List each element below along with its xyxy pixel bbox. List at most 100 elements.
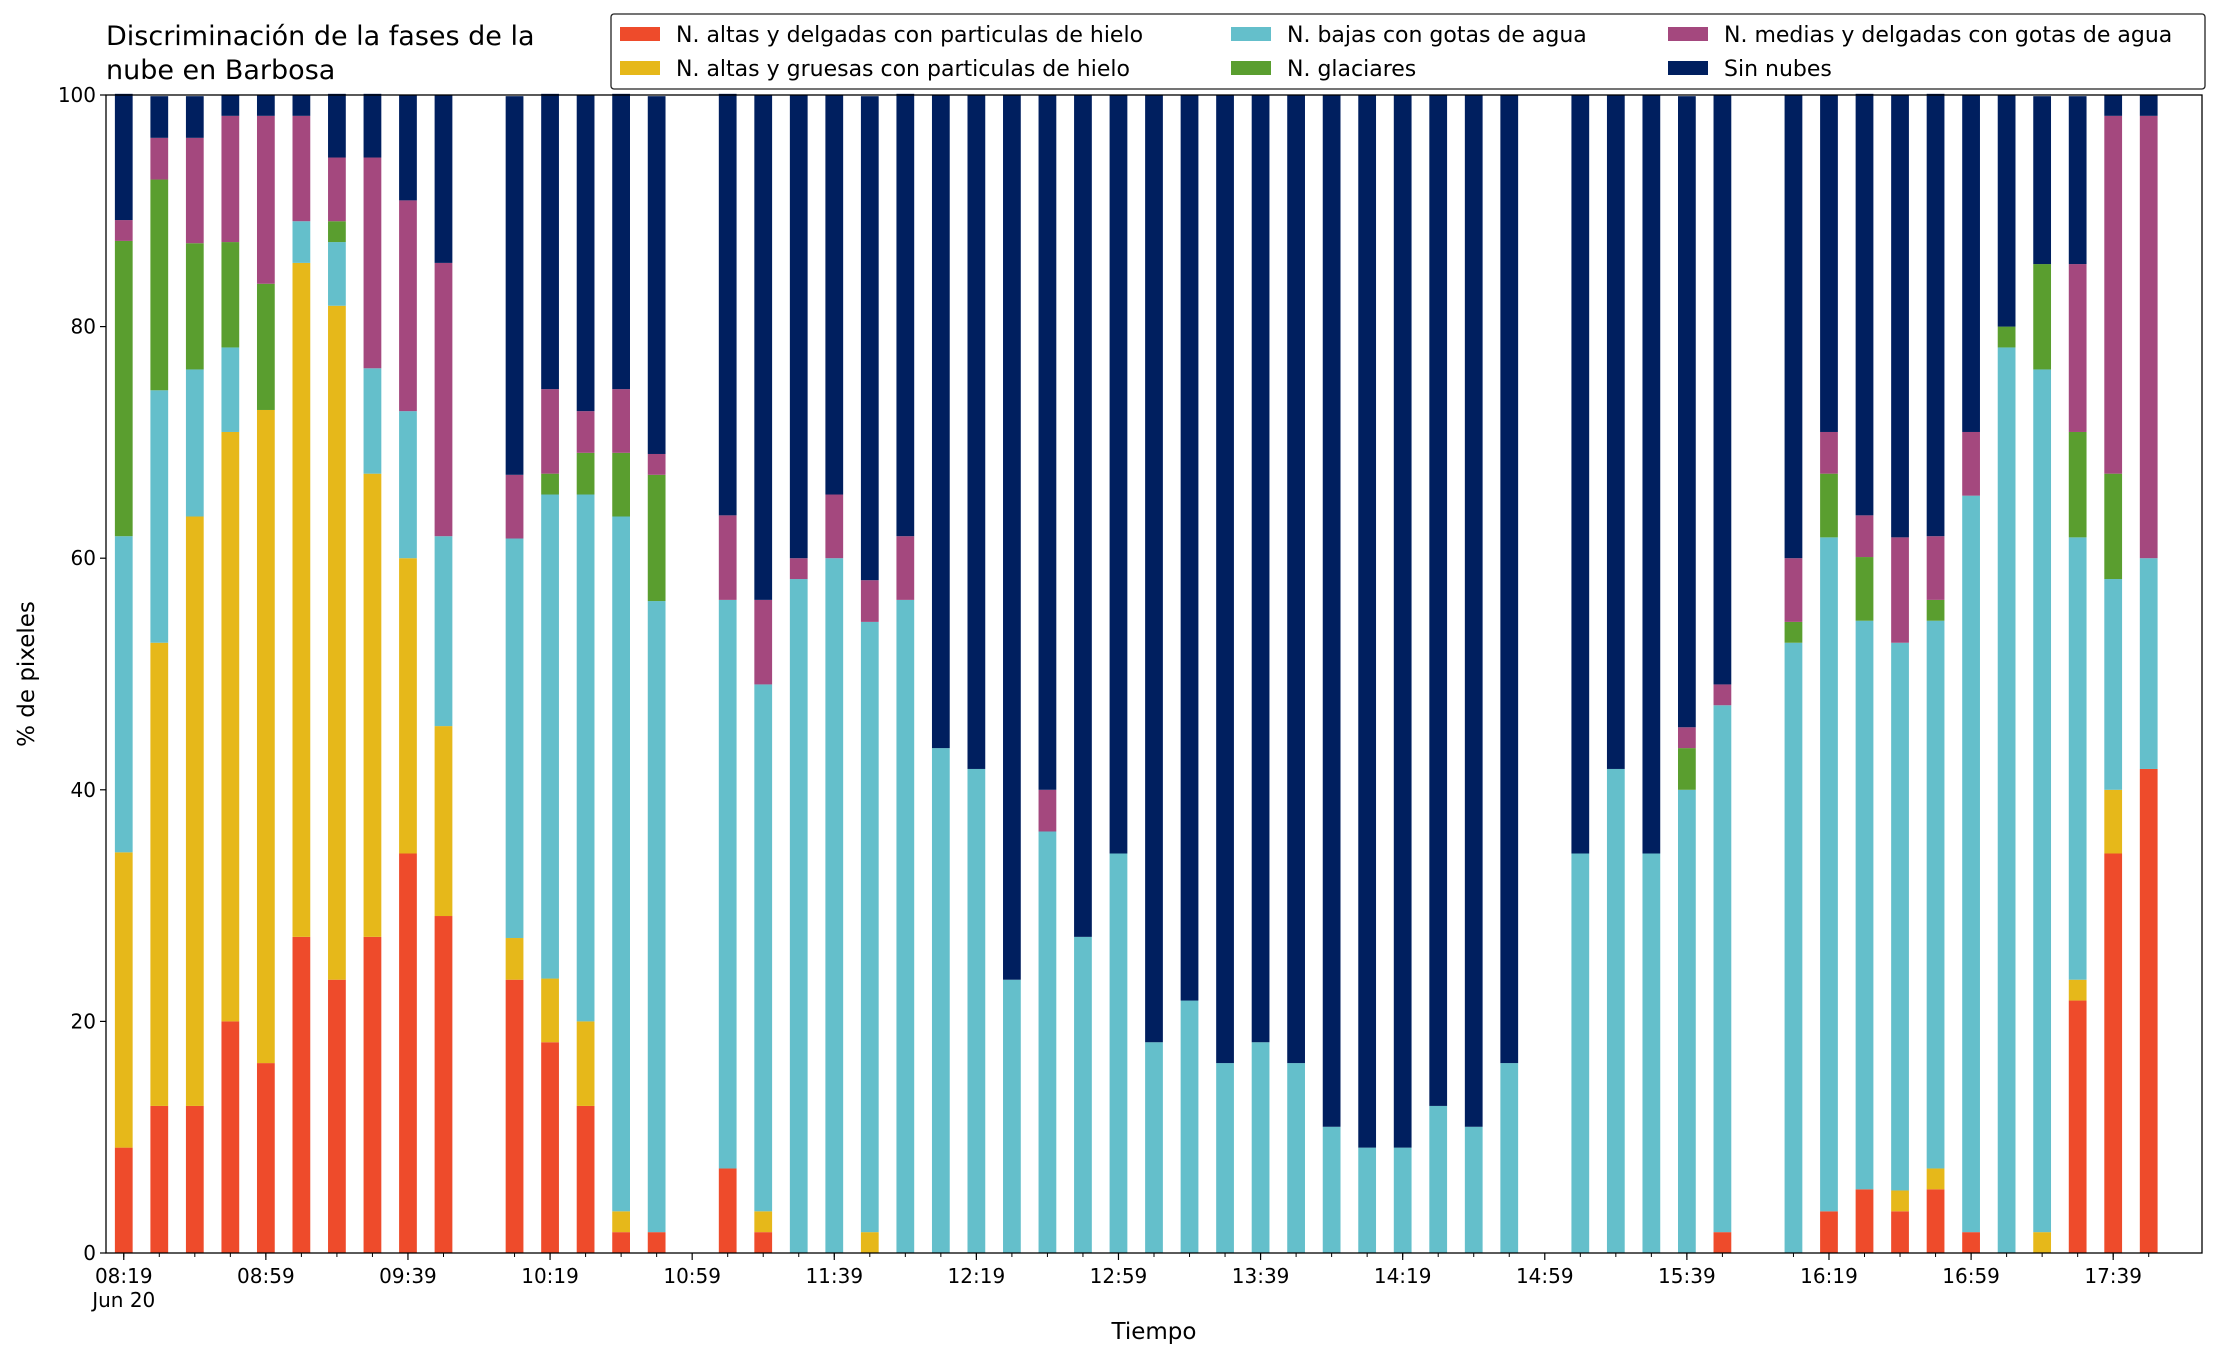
x-tick-label: 16:59 [1942,1264,2000,1288]
legend-label: N. bajas con gotas de agua [1287,23,1587,48]
bar-segment [1784,642,1803,1253]
bar-segment [1820,473,1838,538]
bar-segment [647,96,666,454]
bar-segment [1606,768,1625,1253]
bar-segment [1997,326,2016,348]
bar-segment [1678,727,1696,749]
bar-segment [221,347,240,432]
bar-segment [1926,620,1945,1169]
bar-segment [1358,1147,1377,1253]
bar-segment [2104,789,2123,854]
bar-segment [1855,620,1874,1190]
bar-segment [114,852,133,1148]
bar-segment [576,1105,595,1253]
bar-segment [541,1042,559,1253]
bar-segment [718,599,737,1169]
bar-segment [1074,936,1092,1253]
x-tick-label: 09:39 [379,1264,437,1288]
legend-swatch [1231,27,1271,41]
bar-segment [718,93,737,516]
bar-segment [1926,1168,1945,1190]
y-tick-label: 40 [71,778,96,802]
bar-segment [967,95,986,769]
bar-segment [789,95,808,559]
bar-segment [2068,96,2087,265]
bar-segment [1393,1147,1412,1253]
legend-label: N. altas y gruesas con particulas de hie… [676,57,1130,82]
bar-segment [434,536,453,727]
bar-segment [434,95,453,263]
bar-segment [2033,369,2052,1233]
bar-segment [754,599,773,685]
bar-segment [1678,789,1696,1253]
bar-segment [718,515,737,600]
bar-segment [1926,93,1945,537]
bar-segment [2033,96,2052,265]
bar-segment [185,1105,204,1253]
bar-segment [612,1232,630,1253]
bar-segment [221,242,240,348]
bar-segment [399,853,417,1253]
bar-segment [647,474,666,602]
y-tick-label: 0 [83,1241,96,1265]
bar-segment [221,1021,240,1253]
bar-segment [292,936,311,1253]
bar-segment [2068,264,2087,432]
bar-segment [434,916,453,1253]
x-tick-label: 15:39 [1658,1264,1716,1288]
bar-segment [541,389,559,474]
bar-segment [541,93,559,390]
y-tick-label: 100 [58,83,96,107]
bar-segment [576,494,595,1022]
bar-segment [1926,536,1945,600]
bar-segment [1500,95,1519,1064]
bar-segment [328,305,346,980]
bar-segment [2139,95,2158,116]
bar-segment [860,580,879,622]
bar-segment [1322,1126,1341,1253]
bar-segment [150,137,169,180]
bar-segment [1642,95,1661,854]
bar-segment [1855,515,1874,558]
bar-segment [1926,1189,1945,1253]
bar-segment [363,936,382,1253]
bar-segment [150,390,169,643]
bar-segment [1038,789,1057,832]
bar-segment [576,1021,595,1106]
bar-segment [2068,537,2087,980]
bar-segment [1393,95,1412,1148]
bar-segment [185,369,204,517]
bar-segment [1145,1042,1163,1253]
bar-segment [328,157,346,222]
legend-label: N. glaciares [1287,57,1416,82]
bar-segment [1784,621,1803,643]
bar-segment [754,684,773,1212]
bar-segment [1180,1000,1199,1253]
x-axis-label: Tiempo [1111,1319,1197,1345]
bar-segment [825,95,844,495]
bar-segment [328,242,346,306]
bar-segment [2139,768,2158,1253]
bar-segment [2104,473,2123,580]
bar-segment [1891,95,1909,538]
bar-segment [363,93,382,158]
bar-segment [1820,1211,1838,1253]
y-tick-label: 60 [71,546,96,570]
bar-segment [896,536,915,600]
bar-segment [1500,1063,1519,1253]
bar-segment [1003,979,1021,1253]
legend-swatch [620,61,660,75]
bar-segment [1820,431,1838,474]
bar-segment [825,558,844,1253]
bar-segment [1820,537,1838,1212]
x-tick-label: 10:19 [521,1264,579,1288]
bar-segment [256,283,275,410]
x-tick-label: 12:59 [1090,1264,1148,1288]
bar-segment [860,621,879,1233]
bar-segment [185,96,204,138]
bar-segment [1713,95,1732,685]
bar-segment [541,494,559,979]
bar-segment [505,474,524,539]
bar-segment [256,1063,275,1253]
bar-segment [612,93,630,390]
